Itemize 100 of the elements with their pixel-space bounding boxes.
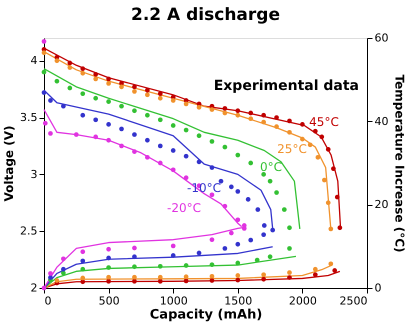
point xyxy=(248,238,254,242)
point xyxy=(210,262,214,268)
point xyxy=(262,223,267,228)
point xyxy=(338,225,342,230)
point xyxy=(196,250,202,256)
point xyxy=(235,242,240,247)
x-tick-label: 500 xyxy=(98,294,120,308)
point xyxy=(132,132,137,137)
point xyxy=(312,128,318,134)
x-tick-label: 0 xyxy=(44,294,52,308)
point xyxy=(268,254,272,260)
y-tick-label: 2 xyxy=(30,282,38,294)
point xyxy=(235,152,240,158)
point xyxy=(119,104,124,109)
point xyxy=(93,134,98,140)
point xyxy=(132,246,137,250)
point xyxy=(184,102,188,106)
y-tick-label: 2.5 xyxy=(20,224,38,238)
point xyxy=(170,98,176,103)
point xyxy=(235,108,240,114)
y-axis-title: Voltage (V) xyxy=(2,126,16,202)
point xyxy=(42,39,46,44)
point xyxy=(254,258,260,262)
point xyxy=(106,122,111,127)
point xyxy=(158,274,163,280)
point xyxy=(42,286,46,290)
point xyxy=(170,167,176,172)
point xyxy=(287,275,292,280)
annotation: Experimental data xyxy=(214,78,359,94)
point xyxy=(268,178,272,184)
point xyxy=(132,278,137,284)
point xyxy=(42,50,46,56)
point xyxy=(145,92,150,98)
point xyxy=(119,126,124,132)
point xyxy=(261,232,266,238)
line-series xyxy=(43,256,297,289)
point xyxy=(287,225,292,230)
point xyxy=(248,160,254,166)
point xyxy=(158,96,163,101)
point xyxy=(184,278,188,284)
point xyxy=(316,154,320,160)
y2-tick-label: 40 xyxy=(374,114,388,128)
point xyxy=(158,91,163,96)
point xyxy=(210,139,214,144)
point xyxy=(246,197,250,202)
chart-title: 2.2 A discharge xyxy=(131,5,280,25)
point xyxy=(235,189,240,194)
point xyxy=(184,274,188,280)
point xyxy=(80,266,86,272)
annotation: 25°C xyxy=(277,142,307,156)
point xyxy=(48,131,53,136)
point xyxy=(261,112,266,118)
point xyxy=(255,207,260,212)
point xyxy=(106,138,111,143)
point xyxy=(48,271,53,276)
point xyxy=(132,89,137,94)
point xyxy=(274,124,279,129)
point xyxy=(300,122,305,127)
point xyxy=(145,112,150,118)
point xyxy=(54,78,60,84)
point xyxy=(328,261,334,266)
point xyxy=(158,278,163,284)
point xyxy=(67,65,72,70)
point xyxy=(132,108,137,114)
point xyxy=(287,118,292,124)
point xyxy=(80,112,86,118)
point xyxy=(274,190,279,195)
y-tick-label: 3 xyxy=(30,168,38,181)
point xyxy=(222,204,228,209)
point xyxy=(80,279,86,284)
point xyxy=(210,274,214,279)
point xyxy=(67,60,72,66)
point xyxy=(158,264,163,269)
point xyxy=(80,276,86,280)
point xyxy=(106,81,111,86)
point xyxy=(74,132,79,137)
point xyxy=(80,66,86,72)
point xyxy=(119,84,124,90)
point xyxy=(158,144,163,148)
point xyxy=(132,149,137,154)
point xyxy=(170,123,176,128)
point xyxy=(287,270,292,275)
y-tick-label: 3.5 xyxy=(20,111,38,124)
point xyxy=(210,278,214,283)
point xyxy=(132,84,137,90)
point xyxy=(287,246,292,251)
point xyxy=(235,217,240,222)
point xyxy=(145,138,150,143)
point xyxy=(222,246,228,251)
point xyxy=(106,99,111,104)
point xyxy=(196,104,202,110)
point xyxy=(93,96,98,101)
point xyxy=(145,154,150,160)
point xyxy=(261,120,266,124)
point xyxy=(228,184,234,190)
point xyxy=(196,133,202,138)
point xyxy=(67,86,72,90)
point xyxy=(184,128,188,132)
point xyxy=(93,72,98,77)
point xyxy=(322,178,327,182)
